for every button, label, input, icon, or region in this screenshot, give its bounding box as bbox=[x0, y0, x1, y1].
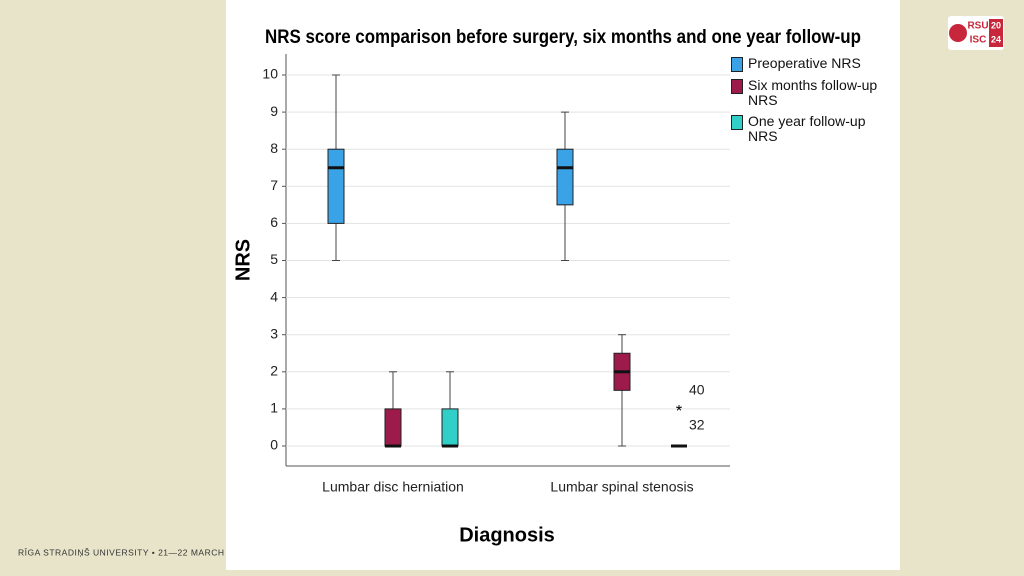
logo-text: 20 bbox=[991, 20, 1001, 30]
legend-entry: Six months follow-up NRS bbox=[731, 78, 881, 108]
y-tick-label: 9 bbox=[270, 103, 278, 119]
x-tick-label: Lumbar disc herniation bbox=[322, 479, 464, 495]
outlier-label: 32 bbox=[689, 417, 705, 433]
x-axis-label: Diagnosis bbox=[459, 524, 555, 546]
legend-swatch bbox=[731, 57, 743, 72]
logo-block bbox=[989, 19, 1003, 47]
legend-entry: One year follow-up NRS bbox=[731, 114, 881, 144]
y-tick-label: 4 bbox=[270, 288, 278, 304]
legend-entry: Preoperative NRS bbox=[731, 56, 881, 72]
y-tick-label: 8 bbox=[270, 140, 278, 156]
logo-text: RSU bbox=[967, 21, 988, 32]
x-tick-label: Lumbar spinal stenosis bbox=[550, 479, 693, 495]
logo-icon bbox=[949, 24, 967, 42]
box bbox=[384, 408, 402, 447]
chart-panel bbox=[226, 0, 900, 570]
y-tick-label: 1 bbox=[270, 400, 278, 416]
logo-text: ISC bbox=[970, 35, 987, 46]
legend-label: One year follow-up NRS bbox=[748, 113, 866, 144]
outlier: * bbox=[676, 403, 682, 420]
y-axis-label: NRS bbox=[232, 239, 254, 281]
legend-label: Six months follow-up NRS bbox=[748, 77, 878, 108]
footer: RĪGA STRADIŅŠ UNIVERSITY • 21—22 MARCH bbox=[18, 547, 225, 557]
chart-title: NRS score comparison before surgery, six… bbox=[265, 27, 861, 48]
outlier-label: 40 bbox=[689, 382, 705, 398]
y-tick-label: 0 bbox=[270, 437, 278, 453]
outlier: * bbox=[676, 403, 682, 420]
legend-swatch bbox=[731, 79, 743, 94]
box bbox=[327, 148, 345, 224]
legend-swatch bbox=[731, 115, 743, 130]
legend-label: Preoperative NRS bbox=[748, 55, 861, 71]
box bbox=[441, 408, 459, 447]
legend: Preoperative NRS Six months follow-up NRS… bbox=[731, 56, 881, 150]
box bbox=[556, 148, 574, 206]
y-tick-label: 10 bbox=[262, 66, 278, 82]
y-tick-label: 6 bbox=[270, 214, 278, 230]
y-tick-label: 5 bbox=[270, 251, 278, 267]
logo-text: 24 bbox=[991, 34, 1001, 44]
y-tick-label: 3 bbox=[270, 325, 278, 341]
y-tick-label: 2 bbox=[270, 363, 278, 379]
y-tick-label: 7 bbox=[270, 177, 278, 193]
